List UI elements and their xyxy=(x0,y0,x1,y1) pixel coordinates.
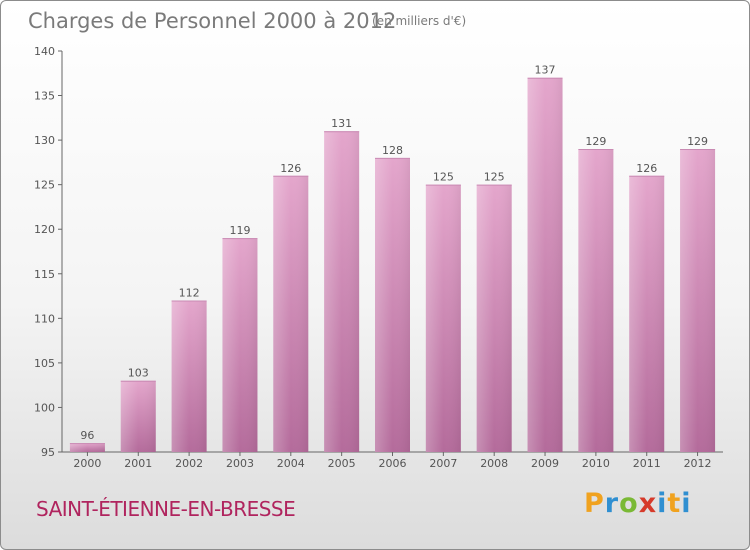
x-tick-label-2001: 2001 xyxy=(124,457,152,470)
y-tick-label: 95 xyxy=(41,446,55,459)
bar-shade-2002 xyxy=(171,300,207,452)
bar-series xyxy=(69,77,716,452)
data-label-2005: 131 xyxy=(331,117,352,130)
bar-shade-2004 xyxy=(273,175,309,452)
y-tick-label: 105 xyxy=(34,357,55,370)
x-tick-label-2008: 2008 xyxy=(480,457,508,470)
data-label-2002: 112 xyxy=(179,287,200,300)
data-label-2001: 103 xyxy=(128,367,149,380)
bar-shade-2010 xyxy=(578,149,614,452)
y-tick-label: 130 xyxy=(34,134,55,147)
data-label-2010: 129 xyxy=(585,135,606,148)
y-tick-label: 110 xyxy=(34,312,55,325)
bar-shade-2005 xyxy=(324,131,360,452)
x-tick-label-2002: 2002 xyxy=(175,457,203,470)
bar-shade-2009 xyxy=(527,77,563,452)
bar-shade-2011 xyxy=(629,175,665,452)
x-tick-label-2011: 2011 xyxy=(633,457,661,470)
y-tick-label: 120 xyxy=(34,223,55,236)
x-tick-label-2010: 2010 xyxy=(582,457,610,470)
data-label-2000: 96 xyxy=(80,429,94,442)
x-tick-label-2003: 2003 xyxy=(226,457,254,470)
bar-shade-2007 xyxy=(425,184,461,452)
bar-shade-2003 xyxy=(222,238,258,452)
y-tick-label: 100 xyxy=(34,401,55,414)
data-label-2003: 119 xyxy=(229,224,250,237)
data-labels: 96 103 112 119 126 131 128 125 125 137 129 126 129 xyxy=(80,64,708,442)
x-tick-label-2009: 2009 xyxy=(531,457,559,470)
bar-shade-2012 xyxy=(680,149,716,452)
y-tick-label: 125 xyxy=(34,179,55,192)
x-tick-label-2000: 2000 xyxy=(73,457,101,470)
y-tick-label: 140 xyxy=(34,45,55,58)
data-label-2009: 137 xyxy=(535,64,556,77)
y-tick-label: 135 xyxy=(34,90,55,103)
data-label-2004: 126 xyxy=(280,162,301,175)
brand-logo: Proxiti xyxy=(584,488,692,519)
x-tick-label-2012: 2012 xyxy=(684,457,712,470)
bar-shade-2001 xyxy=(120,380,156,452)
x-tick-label-2007: 2007 xyxy=(429,457,457,470)
bar-shade-2006 xyxy=(375,157,410,452)
x-tick-label-2004: 2004 xyxy=(277,457,305,470)
data-label-2007: 125 xyxy=(433,171,454,184)
chart-axes: 95 100 105 110 115 120 125 130 135 140 2000 2001 200… xyxy=(34,45,723,470)
commune-name: SAINT-ÉTIENNE-EN-BRESSE xyxy=(36,497,296,521)
x-tick-label-2005: 2005 xyxy=(328,457,356,470)
bar-shade-2000 xyxy=(69,443,105,452)
data-label-2008: 125 xyxy=(484,171,505,184)
x-tick-label-2006: 2006 xyxy=(379,457,407,470)
y-tick-label: 115 xyxy=(34,268,55,281)
bar-shade-2008 xyxy=(476,184,512,452)
data-label-2011: 126 xyxy=(636,162,657,175)
chart-subtitle: (en milliers d'€) xyxy=(372,14,467,28)
data-label-2006: 128 xyxy=(382,144,403,157)
data-label-2012: 129 xyxy=(687,135,708,148)
chart-title: Charges de Personnel 2000 à 2012 xyxy=(28,9,397,33)
